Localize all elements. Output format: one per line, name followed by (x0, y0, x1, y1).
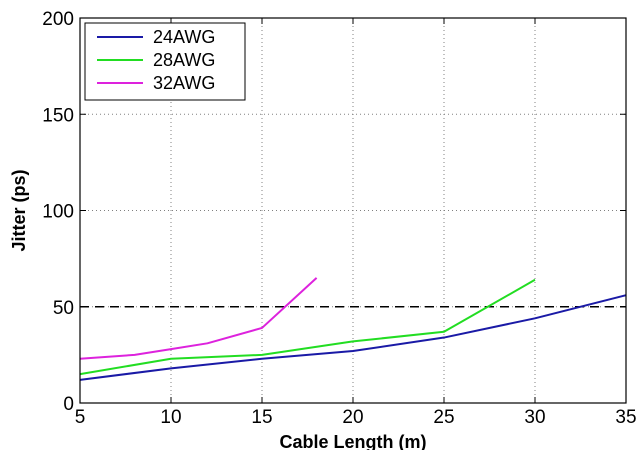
x-tick-label-15: 15 (251, 407, 272, 428)
legend-label-32awg: 32AWG (153, 73, 215, 93)
legend: 24AWG 28AWG 32AWG (84, 22, 246, 101)
x-tick-label-5: 5 (75, 407, 86, 428)
tick-marks (79, 17, 627, 404)
series-lines (79, 277, 627, 381)
x-axis-title: Cable Length (m) (280, 432, 427, 450)
x-tick-label-20: 20 (342, 407, 363, 428)
series-line-24awg (79, 294, 627, 381)
legend-label-24awg: 24AWG (153, 27, 215, 47)
y-tick-label-50: 50 (53, 298, 74, 319)
x-tick-label-10: 10 (160, 407, 181, 428)
x-tick-label-35: 35 (615, 407, 636, 428)
legend-label-28awg: 28AWG (153, 50, 215, 70)
series-line-28awg (79, 278, 536, 376)
legend-box (84, 22, 246, 101)
legend-items: 24AWG 28AWG 32AWG (97, 27, 215, 93)
x-tick-label-25: 25 (433, 407, 454, 428)
y-axis-title: Jitter (ps) (9, 169, 29, 251)
y-tick-label-100: 100 (42, 202, 74, 223)
y-tick-label-200: 200 (42, 9, 74, 30)
x-tick-label-30: 30 (524, 407, 545, 428)
series-line-32awg (79, 277, 318, 360)
y-tick-label-150: 150 (42, 105, 74, 126)
x-tick-labels: 5 10 15 20 25 30 35 (75, 407, 637, 428)
y-tick-labels: 0 50 100 150 200 (42, 9, 74, 415)
y-tick-label-0: 0 (63, 394, 74, 415)
